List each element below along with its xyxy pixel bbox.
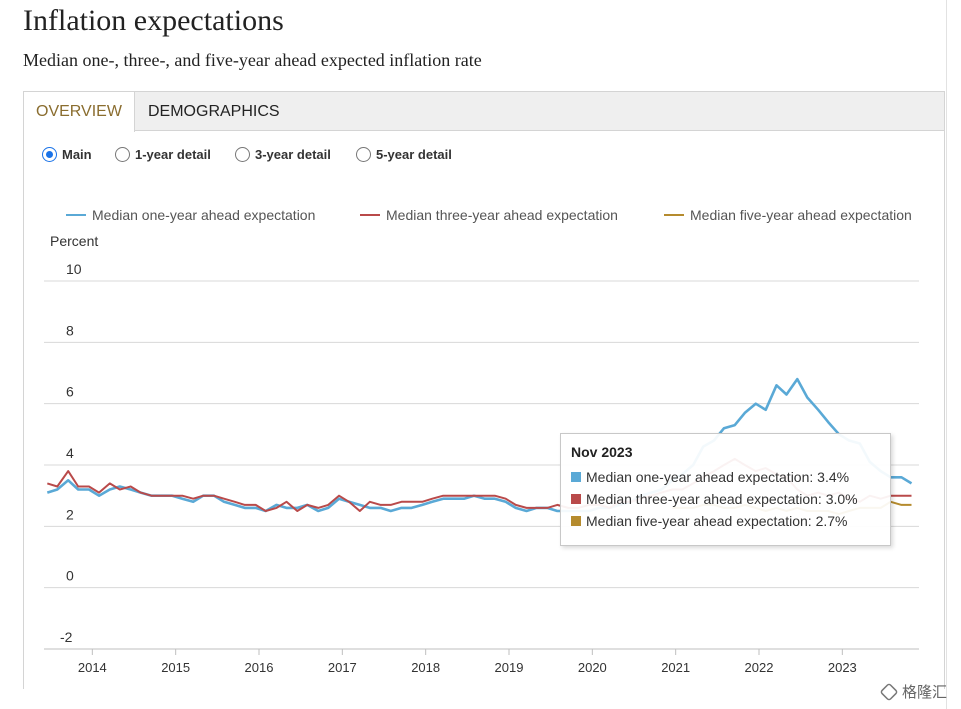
y-tick-label: -2 — [60, 629, 73, 645]
radio-unchecked-icon — [115, 146, 130, 162]
y-axis-title: Percent — [50, 233, 98, 249]
chart-legend: Median one-year ahead expectation Median… — [66, 207, 912, 223]
legend-item-five-year[interactable]: Median five-year ahead expectation — [664, 207, 912, 223]
tooltip-swatch-one-year — [571, 472, 581, 482]
y-axis-ticks: 10 8 6 4 2 0 -2 — [60, 261, 82, 645]
tooltip-title: Nov 2023 — [571, 444, 633, 460]
tooltip-text-five-year: Median five-year ahead expectation: 2.7% — [586, 513, 848, 529]
y-tick-label: 0 — [66, 568, 74, 584]
watermark: 格隆汇 — [879, 681, 948, 702]
x-tick-label: 2021 — [661, 660, 690, 675]
radio-1-year-detail[interactable]: 1-year detail — [115, 144, 211, 164]
x-tick-label: 2023 — [828, 660, 857, 675]
watermark-text: 格隆汇 — [902, 684, 948, 701]
tab-demographics[interactable]: DEMOGRAPHICS — [148, 103, 280, 120]
tooltip-swatch-three-year — [571, 494, 581, 504]
y-tick-label: 8 — [66, 322, 74, 338]
tab-bar: OVERVIEW DEMOGRAPHICS — [24, 92, 944, 132]
legend-item-three-year[interactable]: Median three-year ahead expectation — [360, 207, 618, 223]
legend-label-one-year: Median one-year ahead expectation — [92, 207, 315, 223]
chart-panel: OVERVIEW DEMOGRAPHICS Main 1-year detail… — [23, 91, 945, 689]
y-tick-label: 10 — [66, 261, 82, 277]
y-tick-label: 2 — [66, 506, 74, 522]
x-tick-label: 2022 — [745, 660, 774, 675]
radio-1-year-detail-label: 1-year detail — [135, 146, 211, 162]
y-tick-label: 4 — [66, 445, 74, 461]
legend-item-one-year[interactable]: Median one-year ahead expectation — [66, 207, 315, 223]
x-tick-label: 2015 — [161, 660, 190, 675]
tab-overview[interactable]: OVERVIEW — [24, 92, 135, 132]
tooltip-row-three-year: Median three-year ahead expectation: 3.0… — [571, 488, 880, 510]
chart-tooltip: Nov 2023 Median one-year ahead expectati… — [560, 433, 891, 546]
page-title: Inflation expectations — [23, 4, 284, 37]
x-tick-label: 2019 — [495, 660, 524, 675]
radio-main-label: Main — [62, 146, 92, 162]
tooltip-swatch-five-year — [571, 516, 581, 526]
tooltip-text-one-year: Median one-year ahead expectation: 3.4% — [586, 469, 850, 485]
legend-label-three-year: Median three-year ahead expectation — [386, 207, 618, 223]
x-tick-label: 2016 — [245, 660, 274, 675]
watermark-logo-icon — [879, 681, 899, 702]
radio-3-year-detail[interactable]: 3-year detail — [235, 144, 331, 164]
x-tick-label: 2017 — [328, 660, 357, 675]
x-axis-ticks: 2014 2015 2016 2017 2018 2019 2020 2021 2022 2023 — [78, 649, 857, 675]
tooltip-row-five-year: Median five-year ahead expectation: 2.7% — [571, 510, 880, 532]
radio-5-year-detail[interactable]: 5-year detail — [356, 144, 452, 164]
radio-5-year-detail-label: 5-year detail — [376, 146, 452, 162]
x-tick-label: 2018 — [411, 660, 440, 675]
radio-unchecked-icon — [356, 146, 371, 162]
page-subtitle: Median one-, three-, and five-year ahead… — [23, 50, 482, 70]
x-tick-label: 2014 — [78, 660, 107, 675]
radio-main[interactable]: Main — [42, 144, 92, 164]
right-divider — [946, 0, 947, 709]
legend-label-five-year: Median five-year ahead expectation — [690, 207, 912, 223]
tooltip-text-three-year: Median three-year ahead expectation: 3.0… — [586, 491, 858, 507]
series-line-one[interactable] — [46, 377, 913, 513]
radio-unchecked-icon — [235, 146, 250, 162]
tooltip-row-one-year: Median one-year ahead expectation: 3.4% — [571, 466, 880, 488]
radio-checked-icon — [42, 146, 57, 162]
x-tick-label: 2020 — [578, 660, 607, 675]
y-tick-label: 6 — [66, 384, 74, 400]
radio-3-year-detail-label: 3-year detail — [255, 146, 331, 162]
